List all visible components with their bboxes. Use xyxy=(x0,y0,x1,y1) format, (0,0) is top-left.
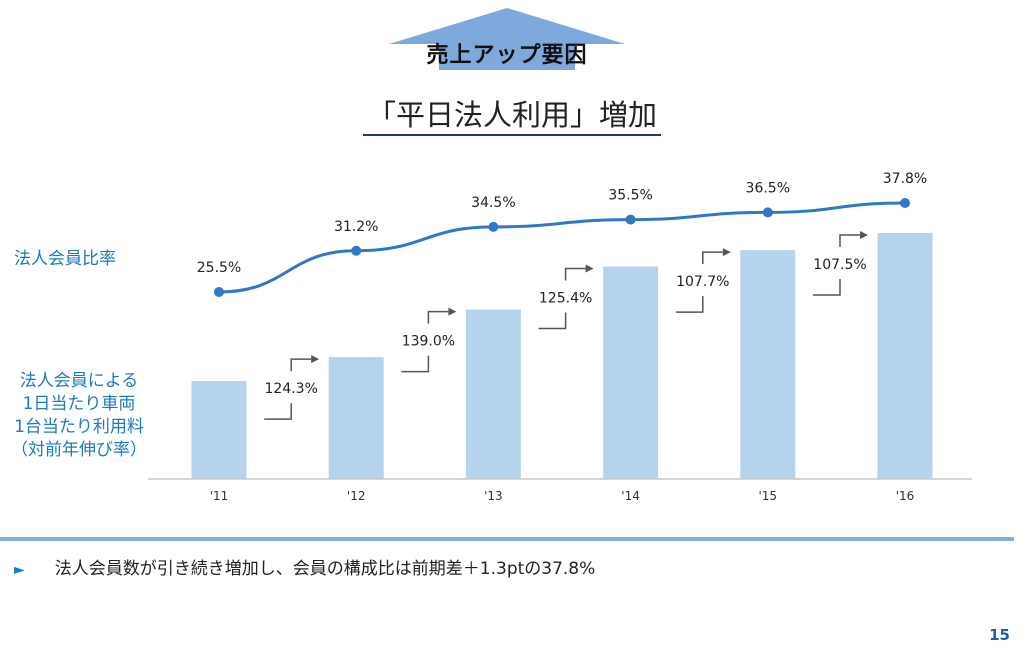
bullet-item: ► 法人会員数が引き続き増加し、会員の構成比は前期差＋1.3ptの37.8% xyxy=(14,554,595,579)
bar xyxy=(877,233,933,479)
banner-label: 売上アップ要因 xyxy=(426,43,588,68)
growth-bracket xyxy=(290,358,312,372)
bar xyxy=(465,309,521,479)
ratio-data-label: 36.5% xyxy=(746,180,790,196)
growth-bracket xyxy=(564,267,586,281)
ratio-axis-label: 法人会員比率 xyxy=(14,249,116,269)
growth-bracket xyxy=(839,234,860,247)
x-tick-label: '11 xyxy=(210,489,229,503)
growth-data-label: 139.0% xyxy=(402,334,455,350)
growth-arrowhead xyxy=(311,355,320,364)
x-tick-label: '13 xyxy=(484,489,503,503)
growth-bracket xyxy=(675,296,704,313)
ratio-point xyxy=(214,287,224,297)
growth-data-label: 107.5% xyxy=(813,257,866,273)
bar xyxy=(740,250,796,479)
growth-bracket xyxy=(702,251,723,265)
up-arrow-icon xyxy=(389,8,625,70)
x-tick-label: '12 xyxy=(347,489,366,503)
ratio-point xyxy=(762,207,773,218)
ratio-data-label: 31.2% xyxy=(334,219,378,235)
banner-arrow: 売上アップ要因 xyxy=(389,8,625,70)
page-number: 15 xyxy=(989,626,1010,644)
growth-bracket xyxy=(538,312,567,330)
bar xyxy=(191,380,247,479)
ratio-data-label: 37.8% xyxy=(883,171,927,187)
growth-arrowhead xyxy=(585,264,594,273)
ratio-data-label: 25.5% xyxy=(197,260,241,276)
sales-axis-label: 法人会員による 1日当たり車両 1台当たり利用料 （対前年伸び率） xyxy=(11,371,147,460)
growth-data-label: 124.3% xyxy=(265,381,318,397)
ratio-point xyxy=(488,221,499,232)
growth-arrowhead xyxy=(860,231,868,239)
growth-data-label: 107.7% xyxy=(676,274,729,290)
growth-bracket xyxy=(401,355,430,373)
growth-arrowhead xyxy=(722,248,731,257)
ratio-data-label: 34.5% xyxy=(471,195,515,211)
ratio-point xyxy=(900,198,910,208)
x-tick-label: '16 xyxy=(896,489,915,503)
divider xyxy=(0,537,1014,541)
x-tick-label: '15 xyxy=(759,489,778,503)
bullet-text: 法人会員数が引き続き増加し、会員の構成比は前期差＋1.3ptの37.8% xyxy=(54,559,596,579)
bullet-marker-icon: ► xyxy=(14,562,25,578)
combo-chart: '11 '12 '13 '14 '15 '16 25.5% 31.2% 34.5% 35.5% 36… xyxy=(148,171,972,503)
page-title: 「平日法人利用」増加 xyxy=(0,92,1024,136)
growth-bracket xyxy=(427,310,449,324)
growth-bracket xyxy=(264,403,292,420)
ratio-data-label: 35.5% xyxy=(608,188,652,204)
ratio-line xyxy=(218,201,906,294)
growth-arrowhead xyxy=(448,307,457,316)
bar xyxy=(328,357,384,479)
ratio-point xyxy=(351,245,362,256)
growth-bracket xyxy=(813,279,841,296)
page-title-text: 「平日法人利用」増加 xyxy=(362,98,661,136)
ratio-point xyxy=(625,214,636,225)
x-tick-label: '14 xyxy=(621,489,640,503)
growth-data-label: 125.4% xyxy=(539,291,592,307)
bar xyxy=(603,266,659,479)
